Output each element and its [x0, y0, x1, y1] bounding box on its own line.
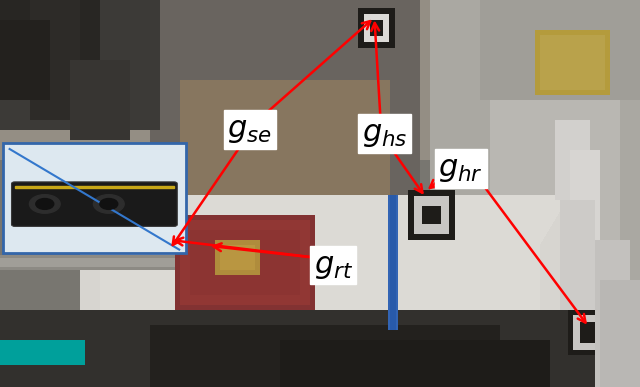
Text: $g_{rt}$: $g_{rt}$ — [314, 250, 353, 281]
FancyBboxPatch shape — [12, 182, 177, 226]
Text: $g_{hr}$: $g_{hr}$ — [438, 153, 483, 184]
Bar — [15, 186, 174, 188]
Text: $g_{se}$: $g_{se}$ — [227, 114, 272, 145]
Circle shape — [29, 195, 60, 213]
Circle shape — [93, 195, 124, 213]
Circle shape — [36, 199, 54, 209]
FancyBboxPatch shape — [3, 143, 186, 253]
Text: $g_{hs}$: $g_{hs}$ — [362, 118, 407, 149]
Circle shape — [100, 199, 118, 209]
